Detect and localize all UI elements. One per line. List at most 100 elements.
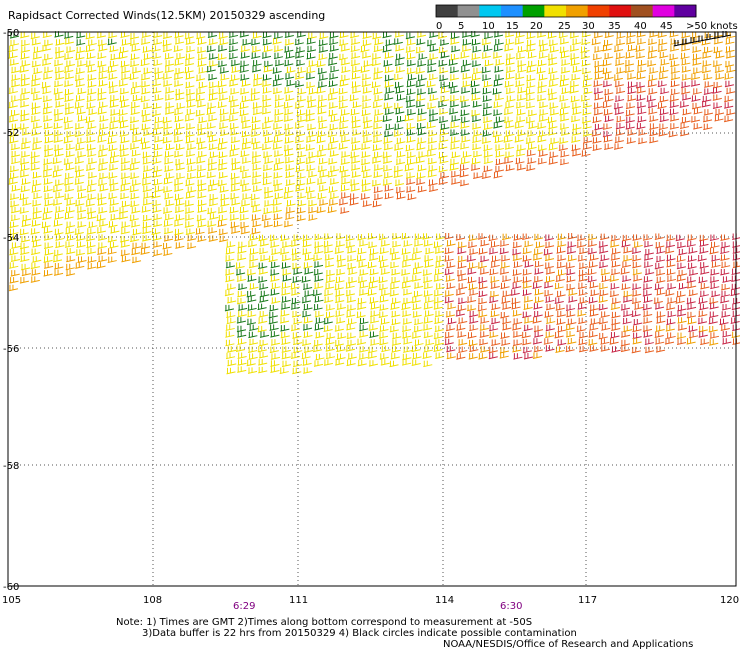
wind-barb: [526, 66, 536, 73]
wind-barb: [240, 74, 250, 81]
wind-barb: [626, 73, 637, 80]
wind-barb: [648, 88, 658, 95]
wind-barb: [680, 45, 691, 52]
wind-barb: [593, 102, 603, 110]
wind-barb: [87, 81, 97, 88]
wind-barb: [206, 45, 216, 53]
wind-barb: [416, 88, 427, 96]
wind-barb: [703, 88, 713, 95]
wind-barb: [681, 66, 691, 73]
wind-barb: [428, 73, 438, 81]
wind-barb: [351, 81, 361, 88]
wind-barb: [272, 80, 282, 87]
wind-barb: [548, 67, 558, 75]
wind-barb: [383, 102, 393, 110]
wind-barb: [525, 102, 535, 109]
wind-barb: [681, 88, 691, 95]
wind-barb: [131, 45, 141, 52]
legend-label: 15: [506, 21, 519, 32]
wind-barb: [691, 95, 701, 102]
wind-barb: [185, 81, 195, 89]
wind-barb: [120, 60, 130, 68]
wind-barb: [87, 88, 97, 96]
wind-barb: [64, 95, 74, 102]
wind-barb: [416, 94, 426, 102]
wind-barb: [582, 101, 592, 109]
wind-barb: [11, 66, 21, 74]
legend-swatch: [566, 5, 589, 17]
wind-barb: [85, 45, 95, 53]
wind-barb: [307, 32, 317, 40]
wind-barb: [439, 39, 449, 46]
wind-barb: [483, 32, 494, 40]
wind-barb: [726, 87, 736, 95]
wind-barb: [162, 45, 172, 53]
lon-label-111: 111: [289, 595, 308, 606]
wind-barb: [140, 38, 151, 45]
wind-barb: [635, 52, 645, 59]
lon-label-120: 120: [720, 595, 739, 606]
wind-barb: [74, 102, 84, 109]
wind-barb: [197, 53, 207, 61]
wind-barb: [19, 66, 29, 73]
wind-barb: [437, 32, 448, 39]
wind-barb: [329, 38, 339, 46]
wind-barb: [308, 88, 318, 95]
wind-barb: [646, 95, 656, 102]
wind-barb: [349, 94, 359, 102]
wind-barb: [360, 45, 370, 53]
wind-barb: [97, 94, 107, 101]
wind-barb: [64, 66, 74, 73]
wind-barb: [438, 46, 448, 54]
wind-barb: [505, 87, 515, 95]
wind-barb: [197, 38, 207, 45]
wind-barb: [284, 46, 294, 53]
wind-barb: [614, 95, 625, 103]
wind-barb: [75, 53, 85, 61]
wind-barb: [198, 81, 208, 89]
wind-barb: [75, 80, 85, 88]
wind-barb: [594, 94, 604, 101]
wind-barb: [284, 39, 294, 46]
legend-label: >50 knots: [686, 21, 738, 32]
wind-barb: [77, 88, 87, 95]
wind-barb: [537, 87, 547, 94]
wind-barb: [185, 46, 196, 53]
wind-barb: [338, 102, 348, 109]
wind-barb: [385, 39, 395, 47]
wind-barb: [724, 95, 734, 103]
wind-barb: [559, 95, 569, 102]
wind-barb: [174, 31, 184, 39]
wind-barb: [263, 45, 273, 53]
wind-barb: [460, 87, 471, 94]
wind-barb: [162, 80, 173, 87]
wind-barb: [506, 95, 516, 103]
wind-barb: [218, 87, 228, 95]
wind-barb: [319, 32, 329, 40]
legend-label: 25: [558, 21, 571, 32]
wind-barb: [516, 94, 526, 102]
wind-barb: [373, 67, 383, 74]
wind-barb: [493, 45, 503, 52]
wind-barb: [119, 95, 129, 102]
wind-barb: [339, 31, 349, 39]
wind-barb: [372, 32, 382, 40]
wind-barb: [75, 67, 85, 75]
legend-label: 0: [436, 21, 442, 32]
wind-barb: [636, 87, 646, 94]
wind-barb: [118, 80, 128, 87]
wind-barb: [306, 45, 317, 53]
wind-barb: [338, 88, 348, 95]
wind-barb: [660, 59, 670, 66]
wind-barb: [382, 45, 392, 53]
wind-barb: [41, 45, 52, 52]
wind-barb: [690, 80, 701, 87]
wind-barb: [109, 60, 119, 68]
wind-barb: [526, 74, 536, 82]
wind-barb: [560, 52, 570, 59]
wind-barb: [713, 46, 723, 54]
wind-barb: [437, 101, 448, 108]
wind-barb: [580, 52, 590, 60]
wind-barb: [8, 87, 18, 95]
